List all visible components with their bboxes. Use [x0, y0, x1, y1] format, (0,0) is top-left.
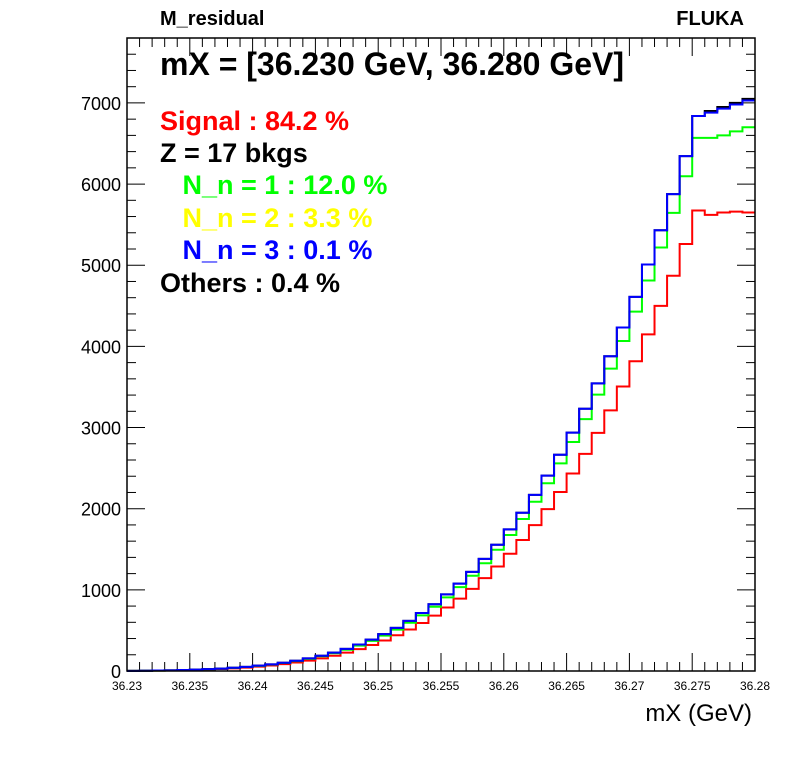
y-tick-label: 7000	[81, 94, 121, 114]
x-tick-label: 36.25	[363, 679, 393, 693]
n2-fraction-label: N_n = 2 : 3.3 %	[160, 203, 373, 233]
x-tick-label: 36.265	[548, 679, 585, 693]
x-axis-label: mX (GeV)	[645, 700, 752, 727]
x-tick-label: 36.255	[423, 679, 460, 693]
y-tick-label: 0	[111, 662, 121, 682]
y-tick-label: 3000	[81, 419, 121, 439]
plot-frame	[126, 37, 756, 672]
y-tick-label: 4000	[81, 337, 121, 357]
x-tick-label: 36.24	[238, 679, 268, 693]
x-tick-label: 36.27	[614, 679, 644, 693]
x-tick-label: 36.275	[674, 679, 711, 693]
generator-label: FLUKA	[676, 8, 744, 30]
y-tick-label: 1000	[81, 581, 121, 601]
histogram-series-3	[127, 99, 755, 672]
x-tick-label: 36.23	[112, 679, 142, 693]
histogram-name: M_residual	[160, 8, 265, 30]
y-tick-label: 2000	[81, 500, 121, 520]
histogram-step-line	[127, 99, 755, 672]
signal-fraction-label: Signal : 84.2 %	[160, 106, 350, 136]
others-fraction-label: Others : 0.4 %	[160, 268, 341, 298]
x-tick-label: 36.26	[489, 679, 519, 693]
y-tick-label: 5000	[81, 256, 121, 276]
x-tick-label: 36.245	[297, 679, 334, 693]
y-tick-label: 6000	[81, 175, 121, 195]
x-tick-label: 36.235	[171, 679, 208, 693]
n1-fraction-label: N_n = 1 : 12.0 %	[160, 170, 388, 200]
background-count-label: Z = 17 bkgs	[160, 138, 308, 168]
x-tick-label: 36.28	[740, 679, 770, 693]
n3-fraction-label: N_n = 3 : 0.1 %	[160, 235, 373, 265]
mass-range-label: mX = [36.230 GeV, 36.280 GeV]	[160, 46, 625, 82]
